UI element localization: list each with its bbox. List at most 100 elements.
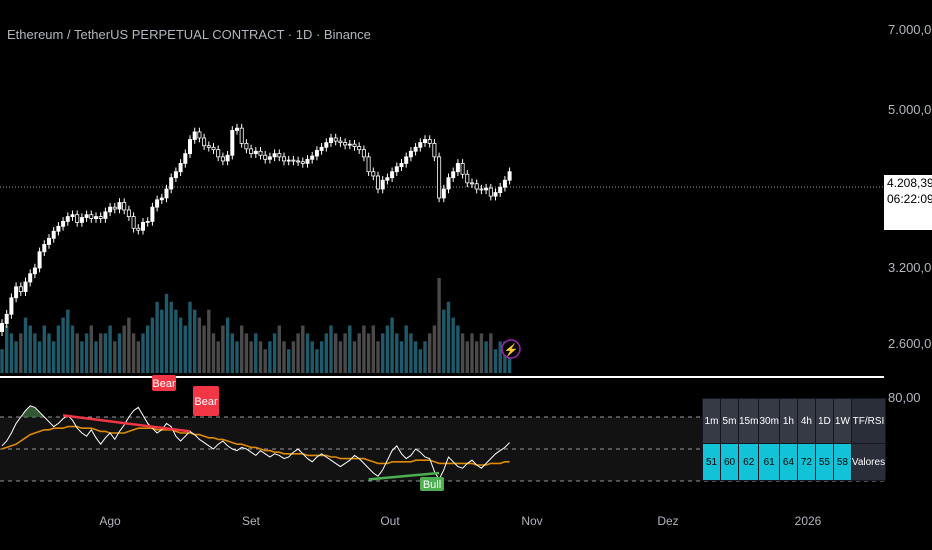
time-axis-label: Set: [242, 514, 261, 528]
rsi-line: [1, 405, 510, 481]
volume-bar: [343, 333, 347, 373]
volume-bar: [9, 333, 14, 373]
volume-bar: [503, 341, 507, 373]
volume-bar: [169, 301, 173, 373]
rsi-value-cell: 61: [758, 443, 780, 481]
volume-bar: [409, 333, 413, 373]
volume-bar: [202, 325, 206, 373]
candle-body: [399, 162, 404, 168]
time-axis-label: Nov: [521, 514, 542, 528]
candle-body: [47, 237, 52, 245]
candle-body: [42, 244, 47, 253]
volume-bar: [324, 333, 328, 373]
rsi-value-cell: 60: [720, 443, 739, 481]
candle-body: [310, 155, 315, 160]
volume-bar: [315, 349, 319, 373]
candle-body: [460, 162, 465, 175]
volume-bar: [42, 325, 46, 373]
volume-bar: [33, 333, 37, 373]
tf-cell: 30m: [758, 398, 780, 444]
candle-body: [23, 281, 28, 293]
bull-label-box: [420, 477, 444, 491]
volume-bar: [334, 333, 338, 373]
candle-body: [375, 175, 380, 190]
candle-body: [455, 162, 460, 173]
volume-bar: [197, 317, 202, 373]
volume-bar: [446, 301, 451, 373]
bull-divergence-line: [368, 471, 440, 481]
candle-body: [211, 146, 216, 151]
candle-body: [140, 221, 145, 231]
volume-bar: [348, 325, 352, 373]
volume-bar: [52, 341, 56, 373]
candle-body: [507, 171, 512, 181]
tf-cell: 5m: [720, 398, 739, 444]
volume-bar: [113, 341, 117, 373]
volume-bar: [352, 341, 357, 373]
price-axis-label: 2.600,00: [888, 336, 932, 351]
price-axis-label: 7.000,00: [888, 22, 932, 37]
candle-body: [84, 214, 89, 218]
time-axis-label: Out: [380, 514, 400, 528]
volume-bar: [122, 325, 126, 373]
volume-bar: [465, 341, 469, 373]
time-axis-label: 2026: [795, 514, 822, 528]
candle-body: [230, 130, 235, 156]
candle-body: [258, 150, 263, 156]
volume-bar: [19, 333, 23, 373]
price-axis-label: 5.000,00: [888, 102, 932, 117]
tf-cell: 15m: [737, 398, 760, 444]
candle-body: [37, 251, 42, 269]
tf-header-label: TF/RSI: [850, 398, 887, 444]
volume-bar: [5, 325, 9, 373]
volume-bar: [47, 333, 51, 373]
price-axis-label: 3.200,00: [888, 260, 932, 275]
rsi-axis-label: 80,00: [888, 390, 921, 405]
volume-bar: [319, 341, 324, 373]
candle-body: [394, 166, 399, 173]
candle-body: [272, 153, 277, 158]
candle-body: [108, 206, 113, 213]
volume-bar: [66, 309, 70, 373]
candle-body: [51, 230, 56, 239]
candle-body: [89, 214, 94, 219]
candle-body: [145, 221, 150, 223]
candle-body: [328, 137, 333, 144]
candle-body: [484, 187, 489, 191]
candle-body: [361, 149, 366, 158]
volume-bar: [99, 333, 103, 373]
volume-bar: [56, 325, 61, 373]
volume-bar: [211, 333, 216, 373]
candle-body: [202, 137, 207, 147]
candle-body: [380, 179, 385, 190]
candle-body: [155, 199, 160, 208]
volume-bar: [366, 333, 371, 373]
volume-bar: [305, 333, 310, 373]
volume-bar: [395, 333, 399, 373]
volume-bar: [193, 309, 197, 373]
volume-bar: [178, 317, 183, 373]
bear-label-box: [193, 386, 219, 416]
candle-body: [216, 149, 221, 158]
candle-body: [469, 182, 474, 185]
volume-bar: [84, 333, 89, 373]
candle-body: [432, 142, 437, 158]
volume-bar: [183, 325, 187, 373]
volume-bar: [80, 341, 84, 373]
volume-bar: [150, 317, 155, 373]
volume-bar: [385, 325, 390, 373]
candle-body: [206, 145, 211, 148]
volume-bar: [155, 301, 159, 373]
candle-body: [314, 150, 319, 157]
volume-bar: [507, 349, 512, 373]
volume-bar: [94, 341, 98, 373]
candle-body: [249, 148, 254, 155]
tf-cell: 1W: [832, 398, 852, 444]
volume-bar: [493, 349, 498, 373]
candle-body: [75, 214, 80, 223]
candle-body: [192, 131, 197, 140]
candle-body: [14, 286, 19, 299]
candle-body: [267, 156, 272, 160]
volume-bar: [310, 341, 314, 373]
candle-body: [488, 187, 493, 197]
